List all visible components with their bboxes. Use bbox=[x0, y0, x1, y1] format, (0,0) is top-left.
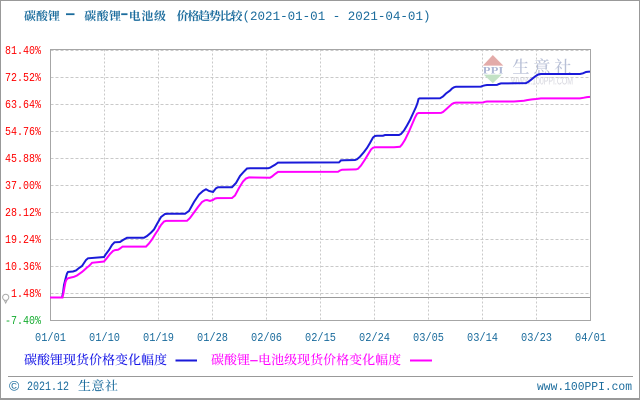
svg-text:-7.40%: -7.40% bbox=[5, 315, 41, 328]
svg-text:03/23: 03/23 bbox=[521, 332, 552, 345]
svg-text:81.40%: 81.40% bbox=[5, 45, 41, 58]
svg-text:01/28: 01/28 bbox=[197, 332, 228, 345]
svg-text:www.100PPI.com: www.100PPI.com bbox=[537, 380, 632, 394]
svg-text:28.12%: 28.12% bbox=[5, 207, 41, 220]
svg-text:19.24%: 19.24% bbox=[5, 234, 41, 247]
svg-text:03/05: 03/05 bbox=[413, 332, 444, 345]
svg-text:02/24: 02/24 bbox=[359, 332, 390, 345]
svg-text:72.52%: 72.52% bbox=[5, 72, 41, 85]
svg-text:04/01: 04/01 bbox=[575, 332, 606, 345]
svg-text:01/10: 01/10 bbox=[89, 332, 120, 345]
svg-text:WWW.100PPI.COM: WWW.100PPI.COM bbox=[511, 76, 573, 88]
svg-text:1.48%: 1.48% bbox=[11, 288, 41, 301]
svg-text:03/14: 03/14 bbox=[467, 332, 498, 345]
svg-text:02/06: 02/06 bbox=[251, 332, 282, 345]
svg-text:10.36%: 10.36% bbox=[5, 261, 41, 274]
svg-text:PPI: PPI bbox=[483, 65, 504, 75]
svg-text:(2021-01-01 - 2021-04-01): (2021-01-01 - 2021-04-01) bbox=[243, 9, 431, 24]
svg-text:2021.12: 2021.12 bbox=[27, 380, 69, 394]
svg-text:63.64%: 63.64% bbox=[5, 99, 41, 112]
svg-text:45.88%: 45.88% bbox=[5, 153, 41, 166]
svg-text:©: © bbox=[9, 378, 20, 394]
svg-text:01/01: 01/01 bbox=[35, 332, 66, 345]
svg-text:37.00%: 37.00% bbox=[5, 180, 41, 193]
svg-text:02/15: 02/15 bbox=[305, 332, 336, 345]
svg-text:01/19: 01/19 bbox=[143, 332, 174, 345]
svg-text:54.76%: 54.76% bbox=[5, 126, 41, 139]
